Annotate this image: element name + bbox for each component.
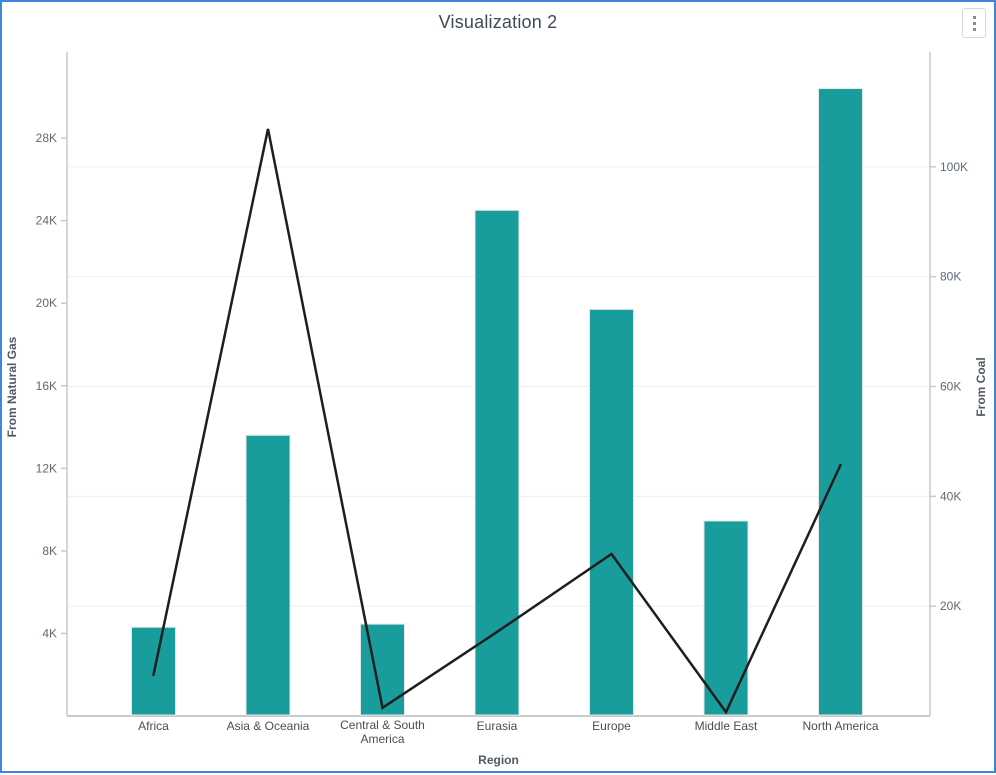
bar-asia-oceania[interactable] bbox=[245, 434, 291, 716]
x-label-africa: Africa bbox=[138, 719, 169, 733]
kebab-dot-icon bbox=[972, 15, 976, 19]
left-axis-title: From Natural Gas bbox=[5, 336, 19, 437]
left-tick-label-24k: 24K bbox=[36, 214, 57, 228]
kebab-menu-button[interactable] bbox=[962, 8, 986, 38]
left-tick-label-16k: 16K bbox=[36, 379, 57, 393]
right-axis-title: From Coal bbox=[974, 357, 988, 416]
right-tick-label-100k: 100K bbox=[940, 160, 968, 174]
x-label-eurasia: Eurasia bbox=[477, 719, 518, 733]
left-tick-label-8k: 8K bbox=[42, 544, 57, 558]
left-tick-label-12k: 12K bbox=[36, 461, 57, 475]
right-tick-label-80k: 80K bbox=[940, 270, 961, 284]
bar-europe[interactable] bbox=[589, 308, 634, 716]
right-tick-label-40k: 40K bbox=[940, 489, 961, 503]
left-tick-label-4k: 4K bbox=[42, 626, 57, 640]
bar-north-america[interactable] bbox=[818, 88, 863, 716]
kebab-dot-icon bbox=[972, 21, 976, 25]
x-label-middle-east: Middle East bbox=[695, 719, 758, 733]
x-label-europe: Europe bbox=[592, 719, 631, 733]
x-label-north-america: North America bbox=[802, 719, 878, 733]
kebab-dot-icon bbox=[972, 27, 976, 31]
bar-middle-east[interactable] bbox=[703, 520, 749, 716]
line-series-from-coal[interactable] bbox=[152, 128, 842, 715]
right-tick-label-60k: 60K bbox=[940, 379, 961, 393]
left-tick-label-28k: 28K bbox=[36, 131, 57, 145]
bar-eurasia[interactable] bbox=[474, 209, 520, 716]
x-axis-title: Region bbox=[478, 753, 519, 767]
chart-title: Visualization 2 bbox=[438, 12, 558, 32]
right-tick-label-20k: 20K bbox=[940, 599, 961, 613]
x-label-central-south-america: Central & South America bbox=[340, 718, 425, 746]
x-label-asia-oceania: Asia & Oceania bbox=[227, 719, 310, 733]
left-tick-label-20k: 20K bbox=[36, 296, 57, 310]
